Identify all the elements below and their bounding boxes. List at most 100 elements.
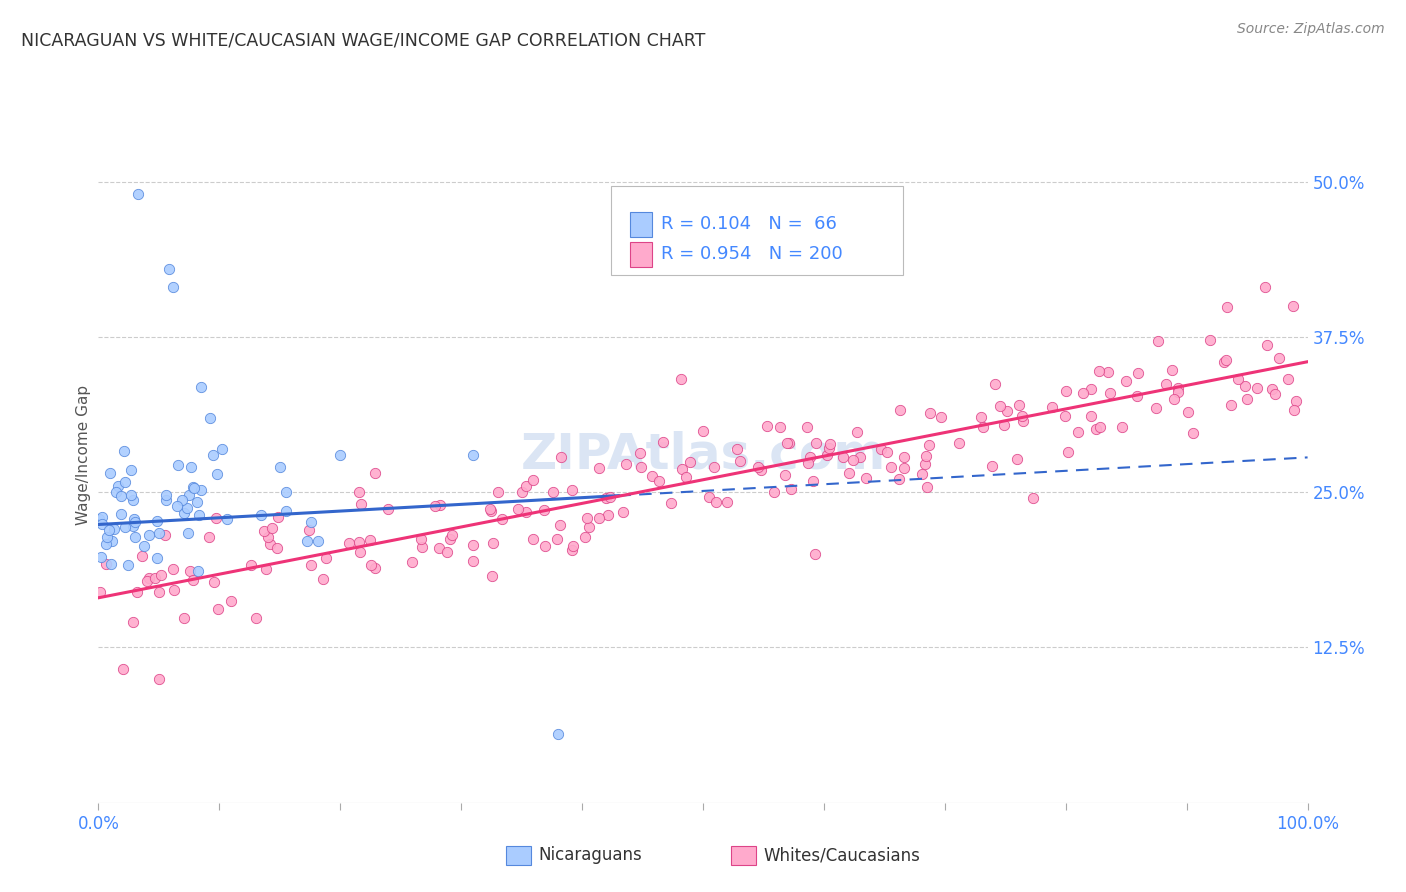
Point bbox=[548, 517, 571, 532]
Point bbox=[117, 558, 139, 573]
Point bbox=[651, 435, 673, 450]
Point bbox=[588, 460, 610, 475]
Point bbox=[440, 528, 463, 542]
Point bbox=[153, 528, 176, 542]
Point bbox=[1022, 491, 1045, 505]
Point bbox=[148, 585, 170, 599]
Point bbox=[114, 520, 136, 534]
Point bbox=[131, 549, 153, 564]
Point bbox=[1246, 380, 1268, 394]
Point bbox=[614, 457, 637, 471]
Point bbox=[778, 436, 800, 450]
Point bbox=[183, 481, 205, 495]
Point bbox=[299, 515, 322, 529]
Point bbox=[1144, 401, 1167, 415]
Point bbox=[124, 512, 146, 526]
Point bbox=[155, 488, 177, 502]
Point bbox=[215, 512, 238, 526]
Point bbox=[510, 485, 533, 500]
Point bbox=[187, 564, 209, 578]
Point bbox=[1220, 398, 1243, 412]
Point bbox=[127, 187, 149, 202]
Point bbox=[162, 562, 184, 576]
Point bbox=[1042, 401, 1064, 415]
Point bbox=[205, 511, 228, 525]
Point bbox=[463, 538, 485, 552]
Point bbox=[204, 575, 226, 590]
Point bbox=[423, 499, 446, 513]
Point bbox=[122, 615, 145, 629]
Point bbox=[1084, 422, 1107, 436]
Text: Whites/Caucasians: Whites/Caucasians bbox=[763, 847, 921, 864]
Point bbox=[429, 498, 451, 512]
Point bbox=[436, 544, 458, 558]
Point bbox=[1097, 366, 1119, 380]
Point bbox=[166, 458, 188, 473]
Point bbox=[150, 568, 173, 582]
Point bbox=[125, 584, 148, 599]
Point bbox=[359, 533, 381, 547]
Point bbox=[1167, 381, 1189, 395]
Point bbox=[411, 540, 433, 554]
Point bbox=[1147, 334, 1170, 348]
Point bbox=[1156, 377, 1178, 392]
Point bbox=[211, 442, 233, 456]
Point bbox=[508, 502, 530, 516]
Point bbox=[148, 526, 170, 541]
Point bbox=[578, 520, 600, 534]
Point bbox=[1236, 392, 1258, 407]
Point bbox=[541, 484, 564, 499]
Text: R = 0.954   N = 200: R = 0.954 N = 200 bbox=[661, 245, 842, 263]
Point bbox=[817, 441, 839, 455]
Point bbox=[360, 558, 382, 573]
Point bbox=[377, 502, 399, 516]
Point bbox=[157, 261, 180, 276]
Point bbox=[173, 506, 195, 520]
Point bbox=[1098, 385, 1121, 400]
Point bbox=[1080, 383, 1102, 397]
Point bbox=[479, 502, 502, 516]
Point bbox=[1256, 338, 1278, 352]
Point bbox=[463, 554, 485, 568]
Point bbox=[349, 484, 371, 499]
Point bbox=[917, 480, 939, 494]
Point bbox=[1261, 382, 1284, 396]
Point bbox=[659, 495, 682, 509]
Point bbox=[1057, 444, 1080, 458]
Point bbox=[98, 467, 121, 481]
Point bbox=[1167, 385, 1189, 400]
Point bbox=[1111, 420, 1133, 434]
Point bbox=[1282, 299, 1305, 313]
Point bbox=[1254, 280, 1277, 294]
Point bbox=[315, 551, 337, 566]
Point bbox=[893, 461, 915, 475]
Point bbox=[1216, 300, 1239, 314]
Point bbox=[90, 510, 112, 524]
Point bbox=[329, 448, 352, 462]
Point bbox=[312, 573, 335, 587]
Point bbox=[186, 495, 208, 509]
Point bbox=[364, 561, 387, 575]
Point bbox=[181, 480, 204, 494]
Point bbox=[756, 418, 779, 433]
Point bbox=[804, 548, 827, 562]
Point bbox=[409, 532, 432, 546]
Point bbox=[818, 437, 841, 451]
Point bbox=[849, 450, 872, 465]
Point bbox=[96, 536, 118, 550]
Point bbox=[595, 491, 617, 506]
Point bbox=[401, 555, 423, 569]
Point bbox=[1282, 403, 1305, 417]
Point bbox=[972, 420, 994, 434]
Point bbox=[207, 602, 229, 616]
Point bbox=[479, 504, 502, 518]
Point bbox=[929, 410, 952, 425]
Point bbox=[205, 467, 228, 481]
Point bbox=[166, 499, 188, 513]
Point bbox=[219, 594, 242, 608]
Point bbox=[575, 510, 598, 524]
Point bbox=[274, 485, 297, 500]
Point bbox=[561, 543, 583, 558]
Point bbox=[250, 508, 273, 522]
Point bbox=[522, 533, 544, 547]
